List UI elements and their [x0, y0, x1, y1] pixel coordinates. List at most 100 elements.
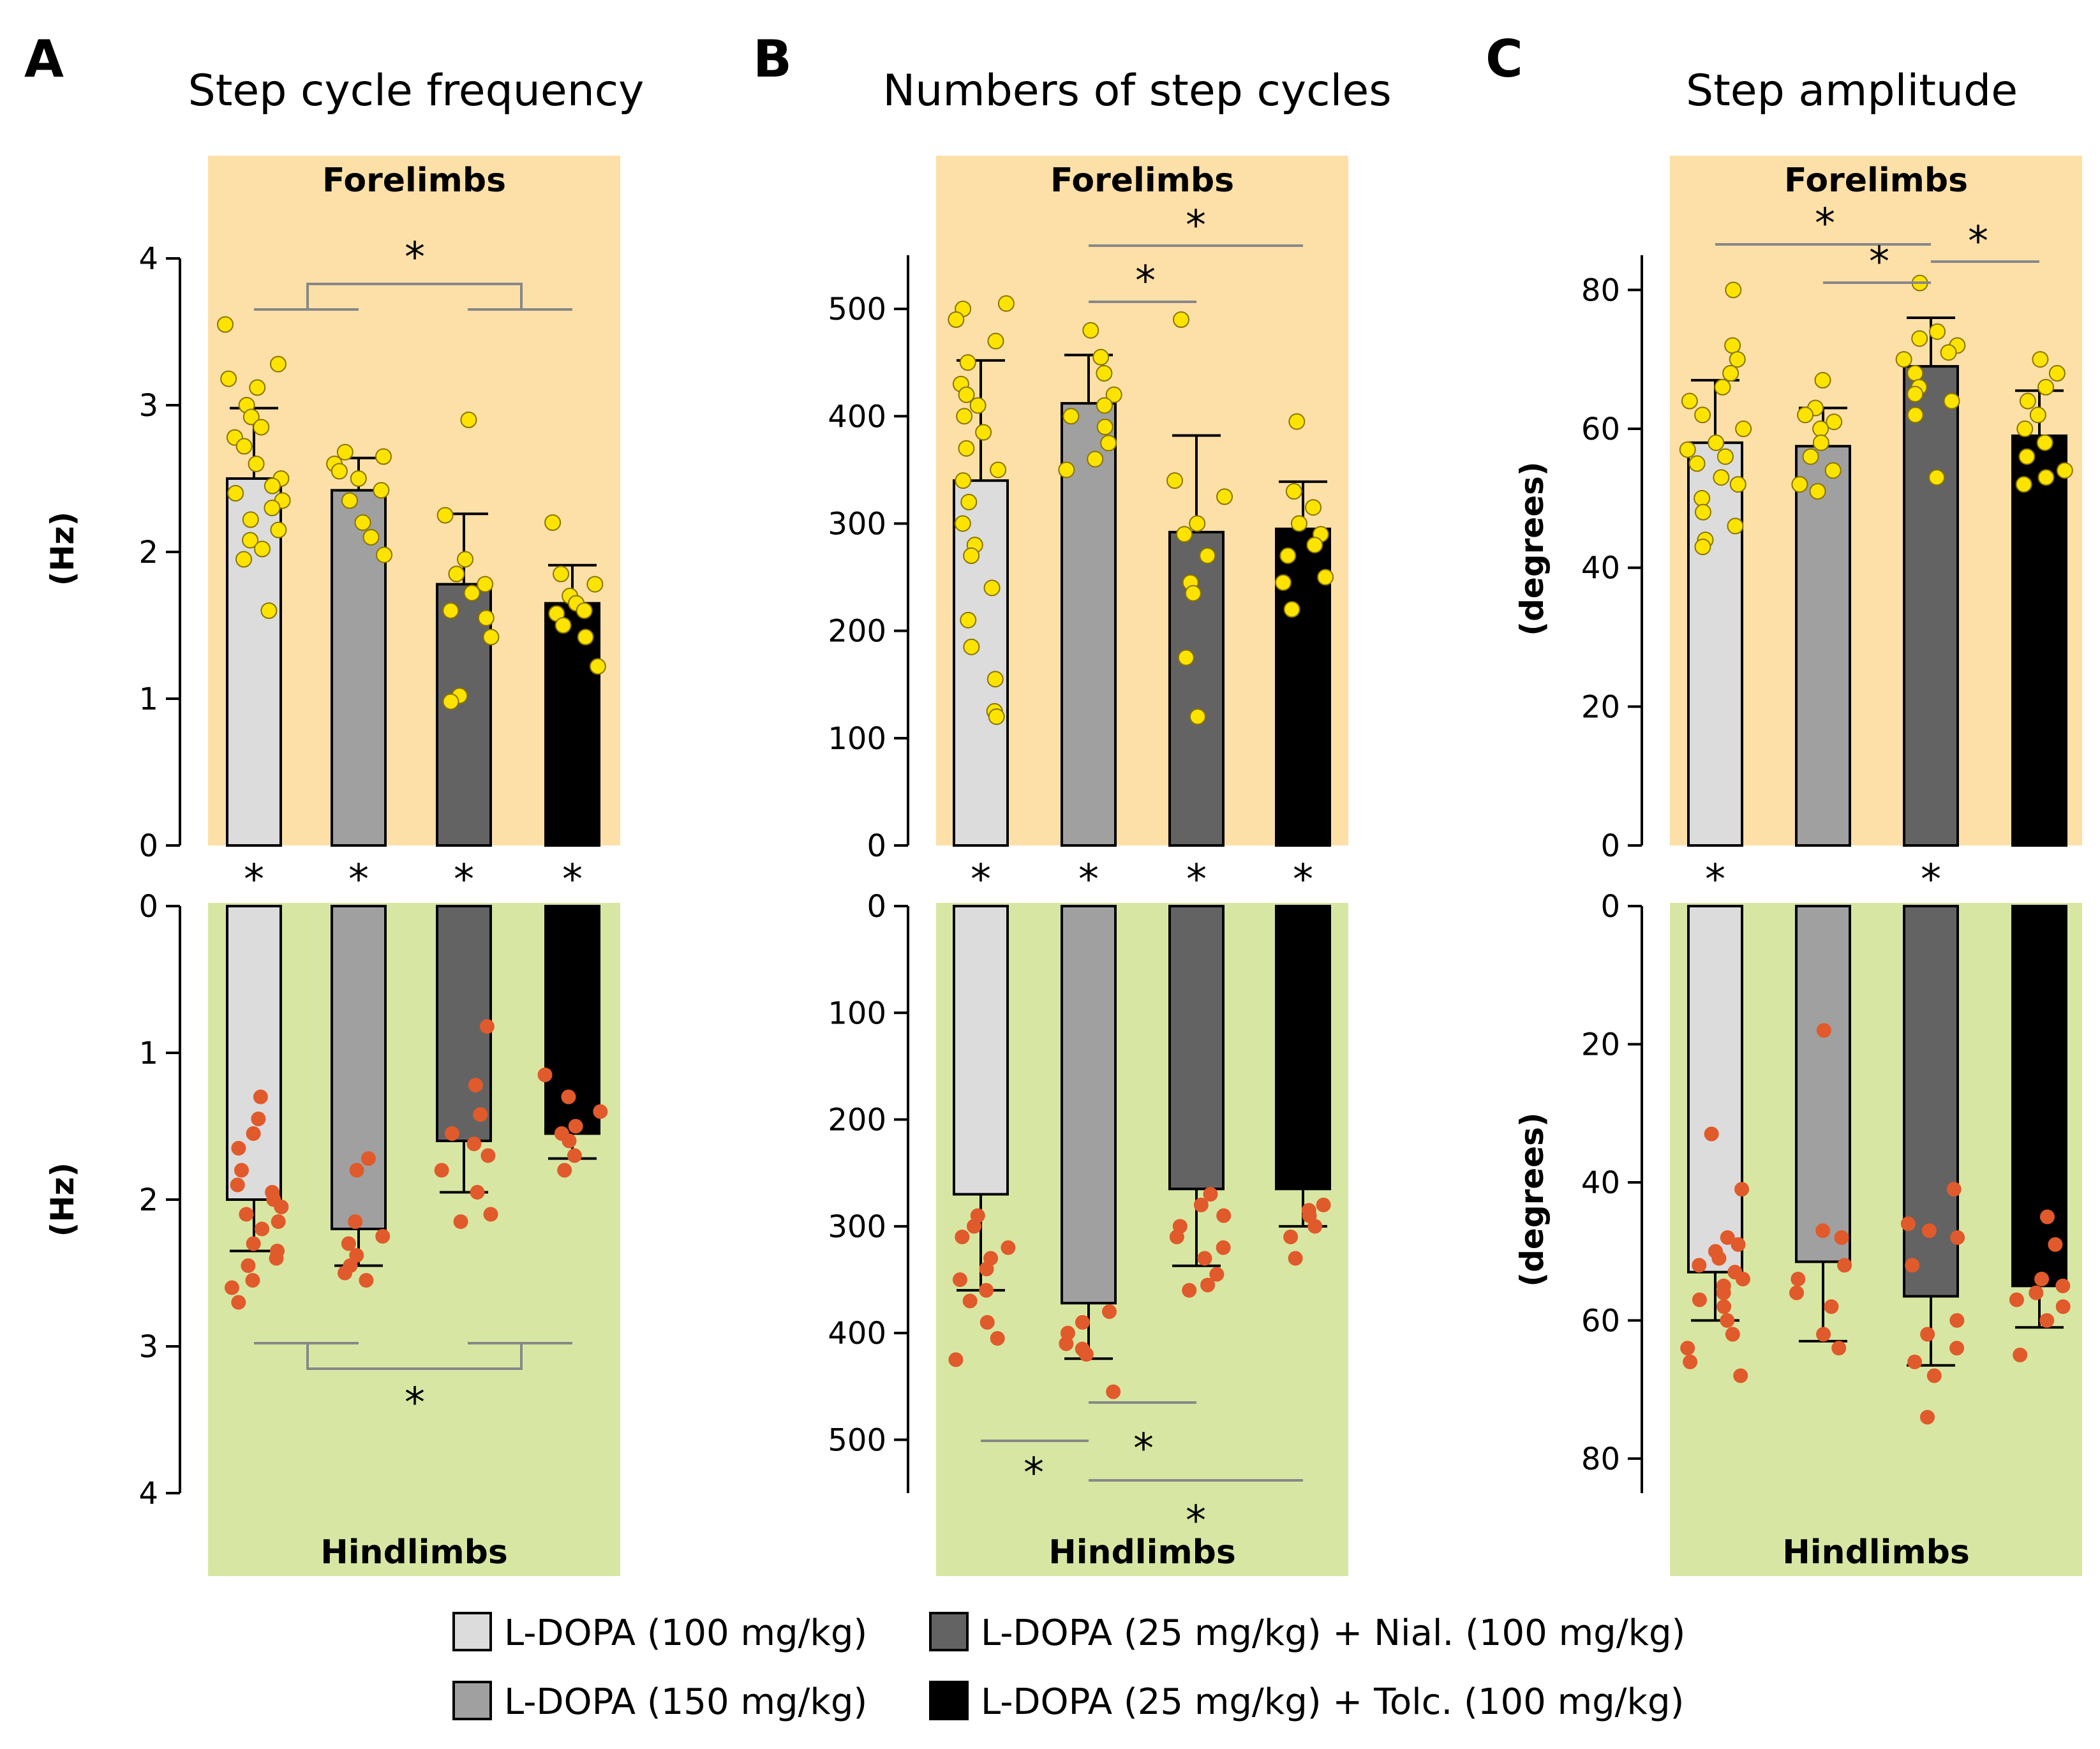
hindlimbs-data-point [537, 1068, 553, 1082]
forelimbs-data-point [442, 602, 459, 619]
between-star: * [1293, 856, 1313, 904]
forelimbs-data-point [1824, 462, 1842, 479]
hindlimbs-data-point [1789, 1285, 1805, 1300]
forelimbs-data-point [2018, 448, 2036, 465]
hindlimbs-y-tick-label: 3 [138, 1329, 158, 1365]
hindlimbs-data-point [2039, 1209, 2055, 1224]
hindlimbs-data-point [562, 1133, 577, 1149]
hindlimbs-data-point [1307, 1219, 1323, 1234]
forelimbs-data-point [1928, 469, 1946, 486]
hindlimbs-data-point [480, 1148, 496, 1163]
forelimbs-data-point [1189, 515, 1206, 532]
forelimbs-data-point [1283, 601, 1300, 618]
hindlimb-sig-star: * [1133, 1425, 1154, 1473]
hindlimb-sig-star: * [405, 1380, 425, 1427]
hindlimbs-data-point [979, 1262, 994, 1277]
hindlimbs-label: Hindlimbs [320, 1533, 508, 1572]
between-star: * [244, 856, 264, 904]
forelimbs-y-tick-label: 4 [138, 241, 158, 277]
forelimbs-data-point [460, 412, 477, 428]
hindlimbs-data-point [239, 1207, 254, 1222]
hindlimbs-data-point [1680, 1341, 1695, 1356]
hindlimbs-data-point [1720, 1230, 1735, 1246]
hindlimbs-data-point [1949, 1313, 1965, 1328]
forelimbs-data-point [375, 448, 392, 465]
forelimbs-y-axis-title: (Hz) [44, 512, 81, 586]
forelimbs-data-point [958, 440, 975, 457]
forelimbs-data-point [1173, 311, 1190, 328]
forelimbs-data-point [456, 551, 473, 568]
forelimbs-data-point [2032, 351, 2049, 368]
hindlimbs-data-point [568, 1119, 583, 1134]
hindlimbs-data-point [483, 1207, 498, 1222]
forelimbs-data-point [987, 332, 1004, 350]
hindlimbs-data-point [434, 1163, 449, 1178]
hindlimbs-data-point [948, 1352, 964, 1367]
forelimbs-data-point [576, 602, 593, 619]
forelimbs-data-point [1812, 434, 1829, 451]
forelimbs-data-point [960, 611, 977, 629]
hindlimbs-data-point [1926, 1368, 1942, 1383]
forelimbs-data-point [1166, 472, 1184, 489]
hindlimbs-bar [1795, 905, 1851, 1263]
forelimbs-data-point [336, 443, 354, 461]
hindlimbs-data-point [1731, 1237, 1746, 1252]
between-star: * [1186, 856, 1207, 904]
forelimbs-y-tick-label: 60 [1581, 412, 1620, 447]
forelimbs-label: Forelimbs [322, 161, 506, 200]
hindlimbs-y-tick-label: 4 [138, 1476, 158, 1512]
hindlimbs-data-point [966, 1219, 981, 1234]
hindlimbs-y-axis-title: (degrees) [1514, 1112, 1551, 1286]
hindlimbs-data-point [1734, 1182, 1750, 1197]
hindlimbs-data-point [2013, 1348, 2028, 1363]
hindlimb-sig-star: * [1024, 1450, 1044, 1497]
forelimbs-data-point [1092, 348, 1110, 366]
forelimb-sig-star: * [1135, 258, 1156, 305]
hindlimbs-bar [1275, 905, 1331, 1191]
hindlimbs-data-point [1209, 1267, 1225, 1282]
forelimbs-data-point [362, 529, 380, 546]
forelimbs-label: Forelimbs [1784, 161, 1968, 200]
forelimbs-data-point [983, 579, 1001, 597]
forelimbs-data-point [242, 532, 259, 549]
hindlimbs-data-point [231, 1295, 246, 1310]
forelimbs-data-point [248, 456, 265, 472]
forelimbs-bar [1903, 365, 1959, 847]
forelimbs-data-point [1096, 365, 1113, 382]
legend-swatch-ldopa-100 [452, 1612, 492, 1651]
legend-swatch-ldopa-tolc [929, 1681, 969, 1720]
forelimbs-data-point [331, 463, 348, 480]
hindlimbs-data-point [466, 1136, 482, 1152]
hindlimbs-data-point [1078, 1347, 1094, 1362]
forelimbs-data-point [1802, 448, 1819, 465]
hindlimbs-data-point [1216, 1208, 1232, 1223]
hindlimbs-label: Hindlimbs [1782, 1533, 1970, 1572]
hindlimbs-data-point [1200, 1277, 1216, 1293]
forelimbs-data-point [1725, 281, 1742, 299]
panel-B: B Numbers of step cycles Forelimbs Hindlimb… [753, 29, 1392, 1576]
forelimbs-data-point [1809, 483, 1826, 500]
forelimbs-data-point [235, 551, 253, 568]
forelimbs-data-point [253, 419, 270, 436]
hindlimbs-data-point [2039, 1313, 2055, 1328]
hindlimbs-data-point [231, 1141, 246, 1156]
forelimbs-y-tick-label: 400 [828, 399, 886, 435]
forelimbs-data-point [2029, 406, 2046, 424]
hindlimbs-y-tick-label: 300 [828, 1209, 886, 1245]
forelimbs-data-point [1895, 351, 1912, 368]
hindlimbs-y-tick-label: 0 [1600, 889, 1620, 925]
hindlimbs-y-tick-label: 60 [1581, 1303, 1620, 1339]
forelimbs-y-tick-label: 80 [1581, 272, 1620, 308]
hindlimbs-data-point [230, 1177, 245, 1193]
hindlimbs-y-tick-label: 0 [867, 889, 886, 925]
hindlimbs-data-point [1692, 1258, 1707, 1273]
forelimbs-data-point [2048, 365, 2066, 382]
forelimbs-data-point [477, 609, 495, 627]
hindlimbs-data-point [1106, 1384, 1121, 1399]
forelimbs-data-point [1729, 476, 1746, 493]
hindlimbs-data-point [246, 1236, 261, 1251]
hindlimbs-data-point [1834, 1230, 1849, 1246]
hindlimbs-data-point [1816, 1023, 1831, 1038]
hindlimbs-bar [2011, 905, 2067, 1288]
forelimbs-data-point [2019, 392, 2036, 410]
